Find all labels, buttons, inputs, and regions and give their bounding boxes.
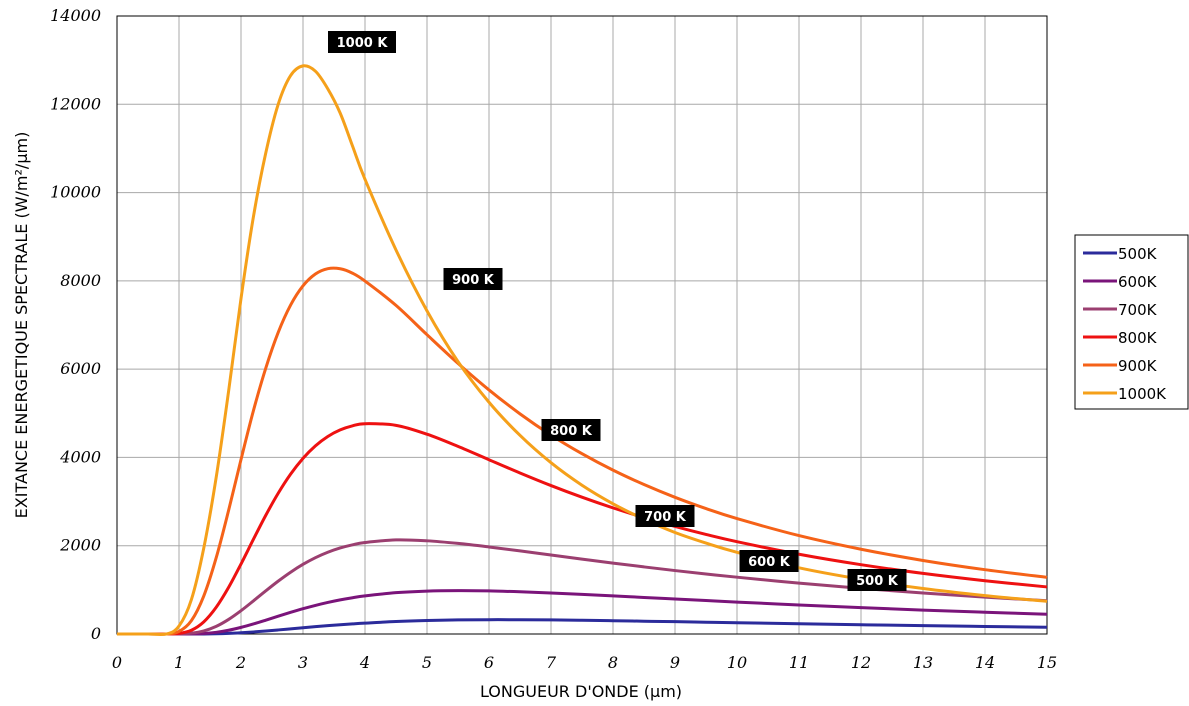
x-tick-label: 12: [851, 653, 871, 672]
x-tick-label: 15: [1037, 653, 1057, 672]
curve-label: 1000 K: [337, 36, 389, 51]
legend-label: 500K: [1118, 245, 1158, 263]
x-tick-label: 10: [727, 653, 747, 672]
series-line-800k: [117, 422, 1048, 636]
curve-label: 900 K: [452, 273, 495, 288]
curve-label-box: [328, 31, 396, 53]
curve-label-box: [541, 419, 601, 441]
plot-frame: [116, 15, 1048, 635]
y-tick-label: 8000: [60, 271, 101, 290]
x-tick-label: 9: [670, 653, 680, 672]
legend-label: 900K: [1118, 357, 1158, 375]
series-line-1000k: [116, 64, 1048, 637]
x-tick-label: 1: [174, 653, 184, 672]
x-tick-label: 11: [789, 653, 809, 672]
series-layer: [116, 64, 1048, 637]
x-tick-label: 13: [913, 653, 933, 672]
y-tick-label: 0: [91, 624, 101, 643]
x-tick-label: 0: [112, 653, 122, 672]
y-tick-label: 10000: [50, 183, 101, 202]
legend-label: 600K: [1118, 273, 1158, 291]
y-tick-label: 4000: [59, 447, 101, 466]
curve-label: 500 K: [856, 574, 899, 589]
y-tick-label: 14000: [50, 6, 101, 25]
x-tick-label: 7: [546, 653, 557, 672]
curve-label-box: [847, 569, 907, 591]
x-axis-title: LONGUEUR D'ONDE (µm): [480, 682, 682, 701]
x-tick-label: 5: [422, 653, 432, 672]
x-tick-label: 6: [484, 653, 494, 672]
x-tick-label: 14: [975, 653, 995, 672]
curve-label-box: [443, 268, 503, 290]
legend-label: 1000K: [1118, 385, 1167, 403]
legend-label: 700K: [1118, 301, 1158, 319]
y-tick-labels: 0 2000 4000 6000 8000 10000 12000 14000: [50, 6, 101, 643]
curve-label: 800 K: [550, 424, 593, 439]
x-tick-label: 8: [608, 653, 618, 672]
y-tick-label: 12000: [50, 94, 101, 113]
legend: 500K 600K 700K 800K 900K 1000K: [1074, 234, 1189, 410]
curve-labels: 1000 K 900 K 800 K 700 K 600 K 500 K: [328, 31, 907, 591]
curve-label: 600 K: [748, 555, 791, 570]
legend-label: 800K: [1118, 329, 1158, 347]
curve-label: 700 K: [644, 510, 687, 525]
y-tick-label: 2000: [59, 536, 101, 555]
legend-box: [1074, 234, 1189, 410]
series-line-600k: [117, 589, 1048, 636]
y-axis-title: EXITANCE ENERGETIQUE SPECTRALE (W/m²/µm): [12, 132, 31, 519]
x-tick-label: 4: [359, 653, 370, 672]
x-tick-labels: 0 1 2 3 4 5 6 7 8 9 10 11 12 13 14 15: [112, 653, 1057, 672]
y-tick-label: 6000: [60, 359, 101, 378]
x-tick-label: 2: [235, 653, 246, 672]
x-tick-label: 3: [298, 653, 308, 672]
series-line-900k: [117, 266, 1048, 636]
series-line-700k: [117, 538, 1048, 636]
grid-lines: [116, 15, 1048, 635]
curve-label-box: [635, 505, 695, 527]
curve-label-box: [739, 550, 799, 572]
